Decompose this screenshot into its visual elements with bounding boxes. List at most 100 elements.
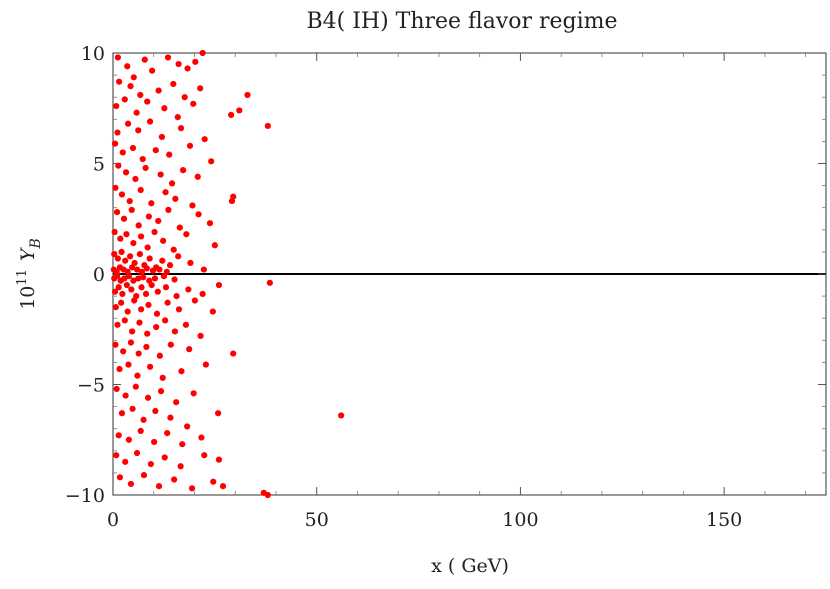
scatter-point [211, 242, 218, 249]
scatter-point [139, 155, 146, 163]
scatter-point [164, 430, 171, 437]
scatter-point [152, 147, 159, 154]
scatter-point [131, 297, 138, 304]
scatter-point [129, 328, 136, 335]
scatter-point [194, 173, 201, 180]
scatter-point [138, 284, 145, 291]
scatter-point [156, 352, 163, 359]
scatter-point [164, 299, 171, 306]
scatter-point [145, 213, 152, 220]
scatter-point [159, 257, 166, 264]
scatter-point [134, 372, 141, 379]
scatter-point [133, 266, 141, 273]
scatter-point [122, 458, 129, 465]
scatter-point [127, 83, 134, 90]
scatter-point [140, 274, 147, 281]
scatter-point [162, 284, 170, 291]
scatter-point [148, 200, 155, 207]
scatter-point [160, 273, 168, 280]
scatter-point [113, 273, 121, 280]
scatter-point [132, 175, 139, 183]
scatter-point [125, 361, 132, 368]
scatter-point [199, 290, 206, 297]
scatter-point [190, 390, 197, 397]
scatter-point [219, 483, 227, 490]
scatter-point [208, 158, 215, 165]
scatter-point [165, 206, 172, 214]
y-tick-label: −5 [77, 375, 105, 397]
scatter-point [153, 310, 161, 317]
scatter-point [116, 78, 123, 85]
scatter-point [228, 111, 235, 118]
scatter-point [112, 304, 119, 311]
scatter-point [114, 129, 121, 136]
scatter-point [113, 452, 120, 459]
points-layer [110, 49, 345, 499]
scatter-point [155, 217, 162, 225]
scatter-point [189, 202, 196, 209]
scatter-point [133, 449, 141, 457]
scatter-point [137, 186, 144, 194]
scatter-point [149, 267, 157, 274]
y-axis-label-var: Y [17, 246, 39, 261]
scatter-point [185, 286, 192, 293]
scatter-point [113, 209, 121, 216]
scatter-point [120, 215, 128, 222]
scatter-point [177, 125, 185, 132]
scatter-point [121, 317, 128, 324]
scatter-point [166, 151, 173, 158]
scatter-point [130, 74, 137, 81]
scatter-point [111, 140, 119, 147]
scatter-point [166, 262, 174, 269]
scatter-point [138, 306, 145, 313]
chart-title: B4( IH) Three flavor regime [306, 9, 617, 34]
scatter-point [148, 281, 155, 289]
scatter-point [244, 91, 251, 99]
scatter-point [179, 441, 186, 448]
scatter-point [127, 339, 135, 346]
scatter-point [171, 328, 179, 335]
scatter-point [161, 105, 168, 112]
x-tick-label: 150 [706, 509, 742, 531]
scatter-point [126, 197, 133, 205]
scatter-point [157, 171, 164, 178]
scatter-point [113, 385, 120, 393]
scatter-point [266, 279, 273, 286]
scatter-point [199, 49, 206, 57]
scatter-point [153, 323, 160, 331]
scatter-point [124, 120, 132, 127]
scatter-point [117, 235, 124, 242]
scatter-point [182, 321, 190, 328]
y-axis-label-sub: B [28, 238, 44, 249]
scatter-point [177, 463, 184, 470]
scatter-point [114, 54, 121, 61]
scatter-point [115, 162, 122, 169]
scatter-point [160, 237, 167, 244]
scatter-point [137, 427, 144, 435]
scatter-point [149, 67, 156, 74]
scatter-point [264, 491, 271, 499]
scatter-point [230, 350, 237, 357]
scatter-point [135, 127, 142, 134]
scatter-point [129, 264, 136, 271]
y-tick-label: 5 [93, 154, 105, 176]
scatter-point [201, 136, 208, 143]
scatter-point [133, 109, 140, 116]
scatter-point [119, 290, 126, 297]
scatter-point [155, 87, 162, 94]
scatter-point [124, 63, 131, 70]
scatter-point [175, 253, 182, 260]
scatter-point [122, 169, 130, 176]
scatter-point [122, 257, 129, 264]
scatter-point [338, 412, 345, 419]
ticks-layer: 0 50 100 150 −10 −5 0 5 10 [65, 43, 826, 531]
scatter-point [173, 399, 180, 406]
scatter-point [167, 414, 174, 421]
scatter-point [176, 224, 183, 231]
scatter-point [173, 293, 180, 300]
scatter-point [158, 133, 165, 141]
scatter-point [195, 211, 202, 218]
scatter-point [136, 251, 143, 258]
scatter-point [201, 452, 208, 459]
